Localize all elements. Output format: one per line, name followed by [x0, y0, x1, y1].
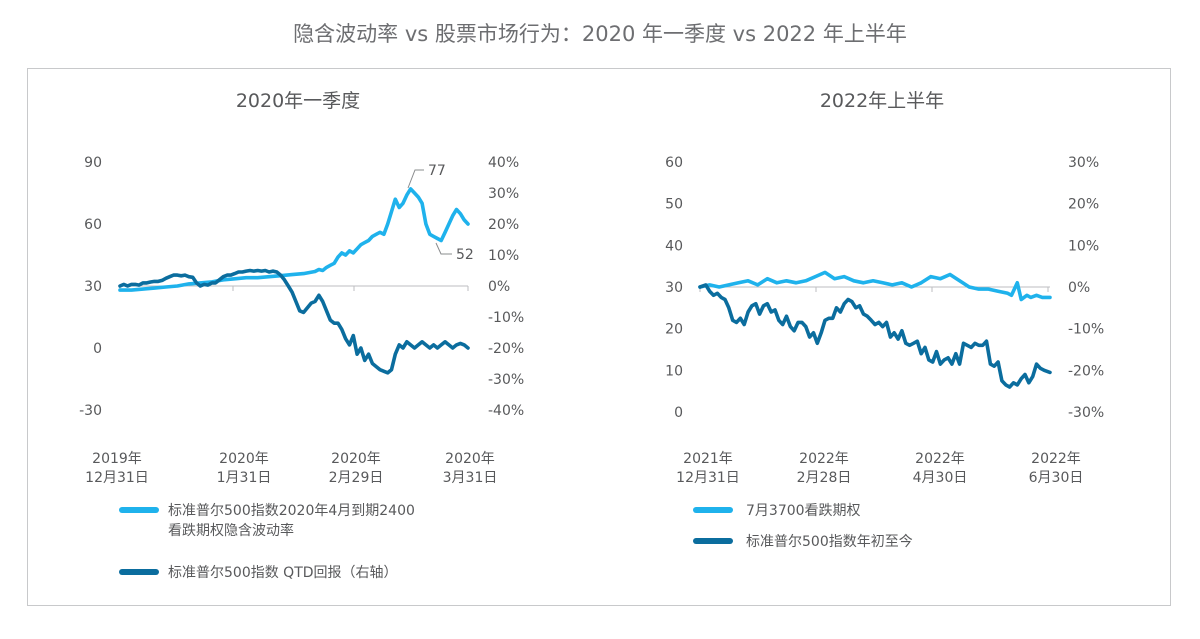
chart-2020q1-x-axis: 2019年 12月31日 2020年 1月31日 2020年 2月29日 2020年 3月31… — [85, 286, 497, 486]
chart-2022h1: 2022年上半年 60 50 40 30 20 10 0 30% 20% 10% 0% -10% -2… — [665, 90, 1104, 550]
chart-2020q1-right-tick-label: 0% — [488, 279, 510, 295]
chart-2020q1-right-tick-label: -10% — [488, 310, 524, 326]
chart-2022h1-x-tick-label: 4月30日 — [913, 470, 968, 486]
chart-2022h1-right-tick-label: -20% — [1068, 363, 1104, 379]
chart-2020q1-left-tick-label: 90 — [84, 155, 102, 171]
chart-2020q1-x-tick-label: 2020年 — [219, 451, 269, 467]
chart-2020q1-x-tick-label: 2019年 — [92, 451, 142, 467]
chart-2020q1-right-tick-label: 40% — [488, 155, 519, 171]
chart-2022h1-legend-label-2: 标准普尔500指数年初至今 — [746, 533, 913, 550]
chart-2022h1-x-tick-label: 2月28日 — [797, 470, 852, 486]
chart-2020q1-title: 2020年一季度 — [236, 90, 360, 112]
chart-2020q1-left-tick-label: 30 — [84, 279, 102, 295]
chart-2020q1-right-tick-label: 10% — [488, 248, 519, 264]
chart-2022h1-x-tick-label: 2022年 — [799, 451, 849, 467]
chart-2020q1-legend-label-1: 看跌期权隐含波动率 — [168, 522, 294, 539]
chart-2020q1-annotation-52: 52 — [435, 242, 474, 263]
chart-2022h1-x-tick-label: 12月31日 — [676, 470, 740, 486]
annotation-77-leader — [407, 169, 424, 189]
chart-2020q1-left-tick-label: 0 — [93, 341, 102, 357]
chart-2020q1-series — [118, 187, 470, 375]
main-title: 隐含波动率 vs 股票市场行为：2020 年一季度 vs 2022 年上半年 — [293, 22, 907, 46]
chart-2022h1-x-tick-label: 6月30日 — [1029, 470, 1084, 486]
chart-2020q1-right-tick-label: -20% — [488, 341, 524, 357]
chart-2020q1-right-tick-label: -40% — [488, 403, 524, 419]
chart-2022h1-x-axis: 2021年 12月31日 2022年 2月28日 2022年 4月30日 2022年 6月30… — [676, 287, 1083, 486]
chart-2020q1-x-tick-label: 12月31日 — [85, 470, 149, 486]
chart-2020q1-left-tick-label: 60 — [84, 217, 102, 233]
chart-2020q1-left-axis: 90 60 30 0 -30 — [79, 155, 102, 419]
chart-2022h1-right-tick-label: 20% — [1068, 197, 1099, 213]
chart-2022h1-right-tick-label: 10% — [1068, 238, 1099, 254]
chart-2022h1-left-tick-label: 0 — [674, 405, 683, 421]
chart-2022h1-x-tick-label: 2022年 — [1031, 451, 1081, 467]
chart-2022h1-x-tick-label: 2022年 — [915, 451, 965, 467]
chart-2020q1-right-axis: 40% 30% 20% 10% 0% -10% -20% -30% -40% — [488, 155, 524, 419]
chart-2020q1-right-tick-label: -30% — [488, 372, 524, 388]
chart-2022h1-x-tick-label: 2021年 — [683, 451, 733, 467]
chart-2020q1: 2020年一季度 90 60 30 0 -30 40% 30% 20% 10% 0% -10% -2… — [79, 90, 524, 581]
chart-2020q1-right-tick-label: 30% — [488, 186, 519, 202]
chart-2020q1-x-tick-label: 2020年 — [331, 451, 381, 467]
chart-2020q1-x-tick-label: 1月31日 — [217, 470, 272, 486]
chart-2020q1-legend-label-1: 标准普尔500指数2020年4月到期2400 — [168, 503, 415, 519]
chart-panel-frame — [27, 68, 1171, 606]
chart-2020q1-x-tick-label: 2月29日 — [329, 470, 384, 486]
chart-2022h1-series-line-1 — [698, 270, 1052, 302]
chart-2022h1-right-axis: 30% 20% 10% 0% -10% -20% -30% — [1068, 155, 1104, 421]
annotation-77-label: 77 — [428, 163, 446, 179]
chart-2022h1-right-tick-label: -10% — [1068, 322, 1104, 338]
chart-2022h1-legend-label-1: 7月3700看跌期权 — [746, 503, 861, 519]
chart-2022h1-left-tick-label: 20 — [665, 322, 683, 338]
chart-2020q1-left-tick-label: -30 — [79, 403, 102, 419]
chart-2022h1-series — [698, 270, 1052, 389]
chart-2020q1-annotation-77: 77 — [407, 163, 446, 189]
chart-2022h1-left-tick-label: 40 — [665, 238, 683, 254]
chart-2022h1-left-axis: 60 50 40 30 20 10 0 — [665, 155, 683, 421]
chart-2020q1-legend: 标准普尔500指数2020年4月到期2400 看跌期权隐含波动率标准普尔500指数… — [119, 503, 415, 581]
annotation-52-label: 52 — [456, 247, 474, 263]
chart-2020q1-legend-label-2: 标准普尔500指数 QTD回报（右轴） — [168, 565, 398, 581]
chart-2022h1-right-tick-label: 0% — [1068, 280, 1090, 296]
chart-2020q1-right-tick-label: 20% — [488, 217, 519, 233]
chart-2020q1-x-tick-label: 3月31日 — [443, 470, 498, 486]
chart-2022h1-left-tick-label: 10 — [665, 363, 683, 379]
chart-2020q1-series-line-1 — [118, 187, 470, 292]
annotation-52-leader — [435, 242, 452, 255]
chart-2020q1-series-line-2 — [118, 268, 470, 375]
chart-2022h1-right-tick-label: -30% — [1068, 405, 1104, 421]
chart-2022h1-right-tick-label: 30% — [1068, 155, 1099, 171]
chart-2020q1-x-tick-label: 2020年 — [445, 451, 495, 467]
chart-2022h1-series-line-2 — [698, 283, 1052, 389]
chart-2022h1-title: 2022年上半年 — [820, 90, 944, 112]
chart-2022h1-left-tick-label: 60 — [665, 155, 683, 171]
chart-2022h1-left-tick-label: 50 — [665, 197, 683, 213]
chart-2022h1-left-tick-label: 30 — [665, 280, 683, 296]
